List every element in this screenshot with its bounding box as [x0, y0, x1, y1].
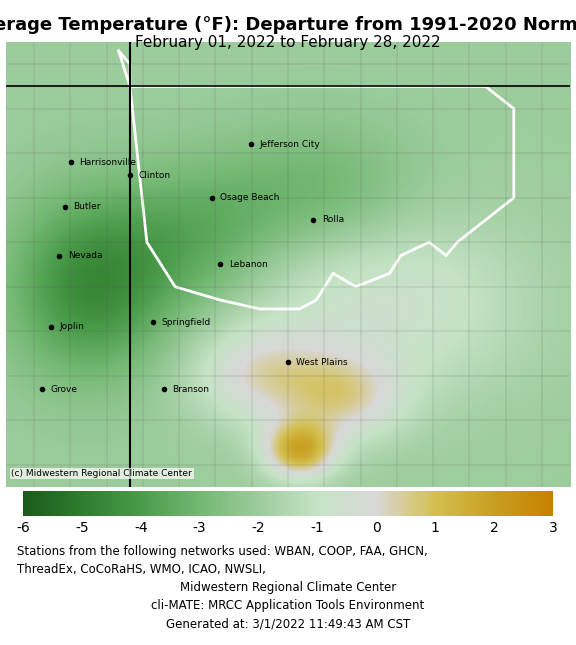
Text: (c) Midwestern Regional Climate Center: (c) Midwestern Regional Climate Center — [12, 469, 192, 478]
Text: Springfield: Springfield — [161, 318, 210, 327]
Text: Lebanon: Lebanon — [229, 260, 267, 269]
Text: cli-MATE: MRCC Application Tools Environment: cli-MATE: MRCC Application Tools Environ… — [151, 599, 425, 612]
Text: Osage Beach: Osage Beach — [220, 194, 279, 202]
Text: ThreadEx, CoCoRaHS, WMO, ICAO, NWSLI,: ThreadEx, CoCoRaHS, WMO, ICAO, NWSLI, — [17, 563, 266, 576]
Text: Average Temperature (°F): Departure from 1991-2020 Normals: Average Temperature (°F): Departure from… — [0, 16, 576, 34]
Text: Stations from the following networks used: WBAN, COOP, FAA, GHCN,: Stations from the following networks use… — [17, 545, 428, 558]
Text: Generated at: 3/1/2022 11:49:43 AM CST: Generated at: 3/1/2022 11:49:43 AM CST — [166, 617, 410, 630]
Text: Nevada: Nevada — [68, 251, 103, 260]
Text: Grove: Grove — [51, 384, 78, 393]
Text: Rolla: Rolla — [322, 215, 344, 224]
Text: West Plains: West Plains — [297, 358, 348, 367]
Text: Branson: Branson — [172, 384, 209, 393]
Text: Clinton: Clinton — [138, 171, 170, 180]
Text: Midwestern Regional Climate Center: Midwestern Regional Climate Center — [180, 581, 396, 594]
Text: February 01, 2022 to February 28, 2022: February 01, 2022 to February 28, 2022 — [135, 35, 441, 50]
Text: Jefferson City: Jefferson City — [260, 140, 320, 149]
Text: Harrisonville: Harrisonville — [79, 157, 136, 166]
Text: Joplin: Joplin — [59, 322, 84, 332]
Text: Butler: Butler — [74, 202, 101, 211]
